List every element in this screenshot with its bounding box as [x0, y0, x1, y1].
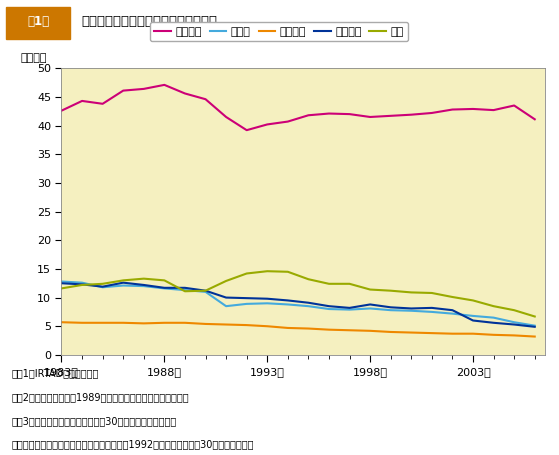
Text: 3　死者数の定義は事故発生後30日以内の死者である。: 3 死者数の定義は事故発生後30日以内の死者である。 [11, 416, 177, 426]
FancyBboxPatch shape [6, 7, 70, 39]
Text: 第1図: 第1図 [27, 15, 49, 28]
Text: （千人）: （千人） [20, 52, 47, 62]
Legend: アメリカ, ドイツ, イギリス, フランス, 日本: アメリカ, ドイツ, イギリス, フランス, 日本 [150, 22, 408, 41]
Text: 注　1　IRTAD資料による。: 注 1 IRTAD資料による。 [11, 369, 98, 379]
Text: 主な欧米諸国の交通事故死者数の推移: 主な欧米諸国の交通事故死者数の推移 [81, 15, 217, 28]
Text: 2　ドイツの値は，1989年までは旧西ドイツ地域に限る。: 2 ドイツの値は，1989年までは旧西ドイツ地域に限る。 [11, 392, 189, 402]
Text: ただし，フランスの数値及び日本の1992年以前の数値は，30日死者換算数。: ただし，フランスの数値及び日本の1992年以前の数値は，30日死者換算数。 [11, 440, 254, 450]
